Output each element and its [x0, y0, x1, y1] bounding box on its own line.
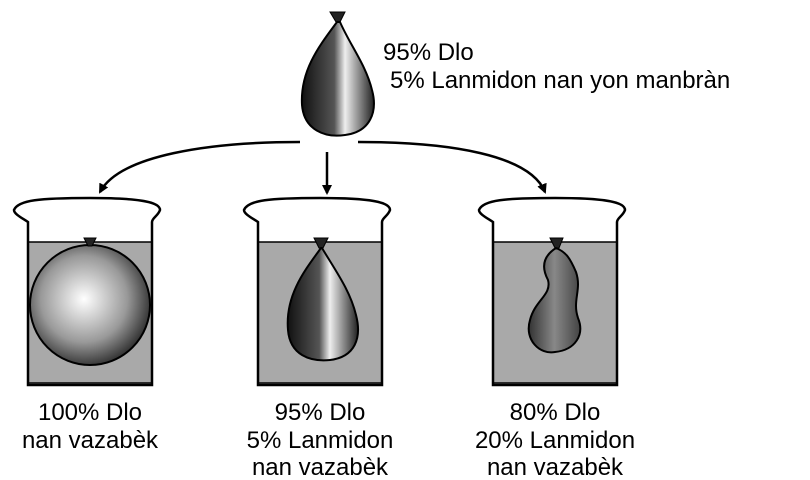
beaker-label: nan vazabèk — [22, 427, 159, 454]
beaker — [477, 196, 627, 387]
beaker-label: 95% Dlo — [275, 399, 366, 426]
beaker-label: nan vazabèk — [487, 454, 624, 480]
beaker-label: nan vazabèk — [252, 454, 389, 480]
beaker-label: 100% Dlo — [38, 399, 142, 426]
beaker-label: 20% Lanmidon — [475, 427, 635, 454]
top-label: 95% Dlo — [383, 39, 474, 66]
arrow — [357, 140, 547, 194]
beaker — [242, 196, 392, 387]
arrow — [98, 140, 301, 194]
top-label: 5% Lanmidon nan yon manbràn — [390, 67, 730, 94]
beaker-label: 80% Dlo — [510, 399, 601, 426]
starch-bag — [300, 11, 375, 137]
beaker — [12, 196, 162, 387]
beaker-label: 5% Lanmidon — [247, 427, 394, 454]
